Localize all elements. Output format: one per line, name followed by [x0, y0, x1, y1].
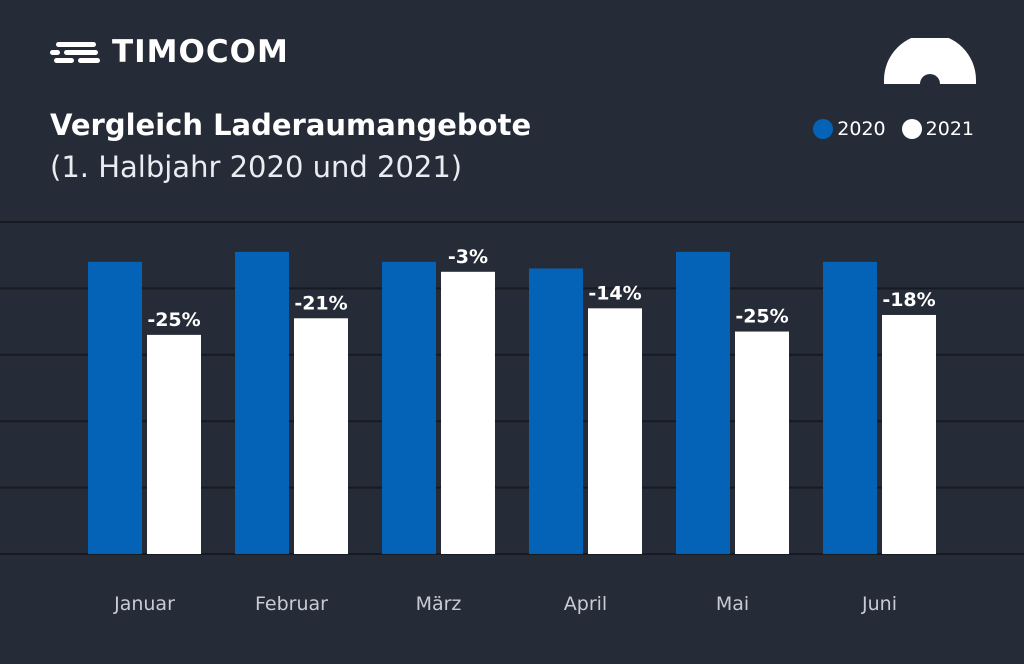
bar-2021-mai	[735, 331, 789, 554]
data-label-februar: -21%	[294, 292, 347, 314]
bar-2020-april	[529, 268, 583, 554]
legend-item-2021: 2021	[901, 116, 974, 142]
legend-item-2020: 2020	[813, 116, 886, 142]
legend-swatch-2021	[901, 119, 922, 139]
data-label-januar: -25%	[147, 309, 200, 331]
chart-title: Vergleich Laderaumangebote	[50, 108, 532, 142]
gauge-icon	[884, 38, 976, 84]
category-label-april: April	[564, 593, 607, 615]
bar-2021-april	[588, 308, 642, 554]
category-label-juni: Juni	[861, 593, 897, 615]
speed-lines-logo-icon	[50, 42, 100, 63]
bar-2020-märz	[382, 261, 436, 554]
bar-2020-februar	[235, 251, 289, 554]
brand-name: TIMOCOM	[112, 34, 289, 70]
chart-subtitle: (1. Halbjahr 2020 und 2021)	[50, 150, 463, 184]
brand-logo: TIMOCOM	[50, 34, 289, 70]
legend-label-2020: 2020	[837, 118, 886, 140]
data-label-märz: -3%	[448, 246, 488, 268]
data-label-juni: -18%	[882, 289, 935, 311]
bar-2020-juni	[823, 261, 877, 554]
bar-2020-mai	[676, 251, 730, 554]
bar-2021-februar	[294, 318, 348, 554]
category-label-februar: Februar	[255, 593, 328, 615]
bar-2021-märz	[441, 271, 495, 554]
data-label-april: -14%	[588, 282, 641, 304]
bar-2020-januar	[88, 261, 142, 554]
chart-legend: 2020 2021	[813, 116, 974, 142]
bar-2021-januar	[147, 334, 201, 554]
legend-swatch-2020	[813, 119, 834, 139]
bar-2021-juni	[882, 314, 936, 554]
legend-label-2021: 2021	[925, 118, 974, 140]
category-label-märz: März	[416, 593, 462, 615]
category-label-januar: Januar	[113, 593, 175, 615]
category-label-mai: Mai	[716, 593, 749, 615]
data-label-mai: -25%	[735, 306, 788, 328]
